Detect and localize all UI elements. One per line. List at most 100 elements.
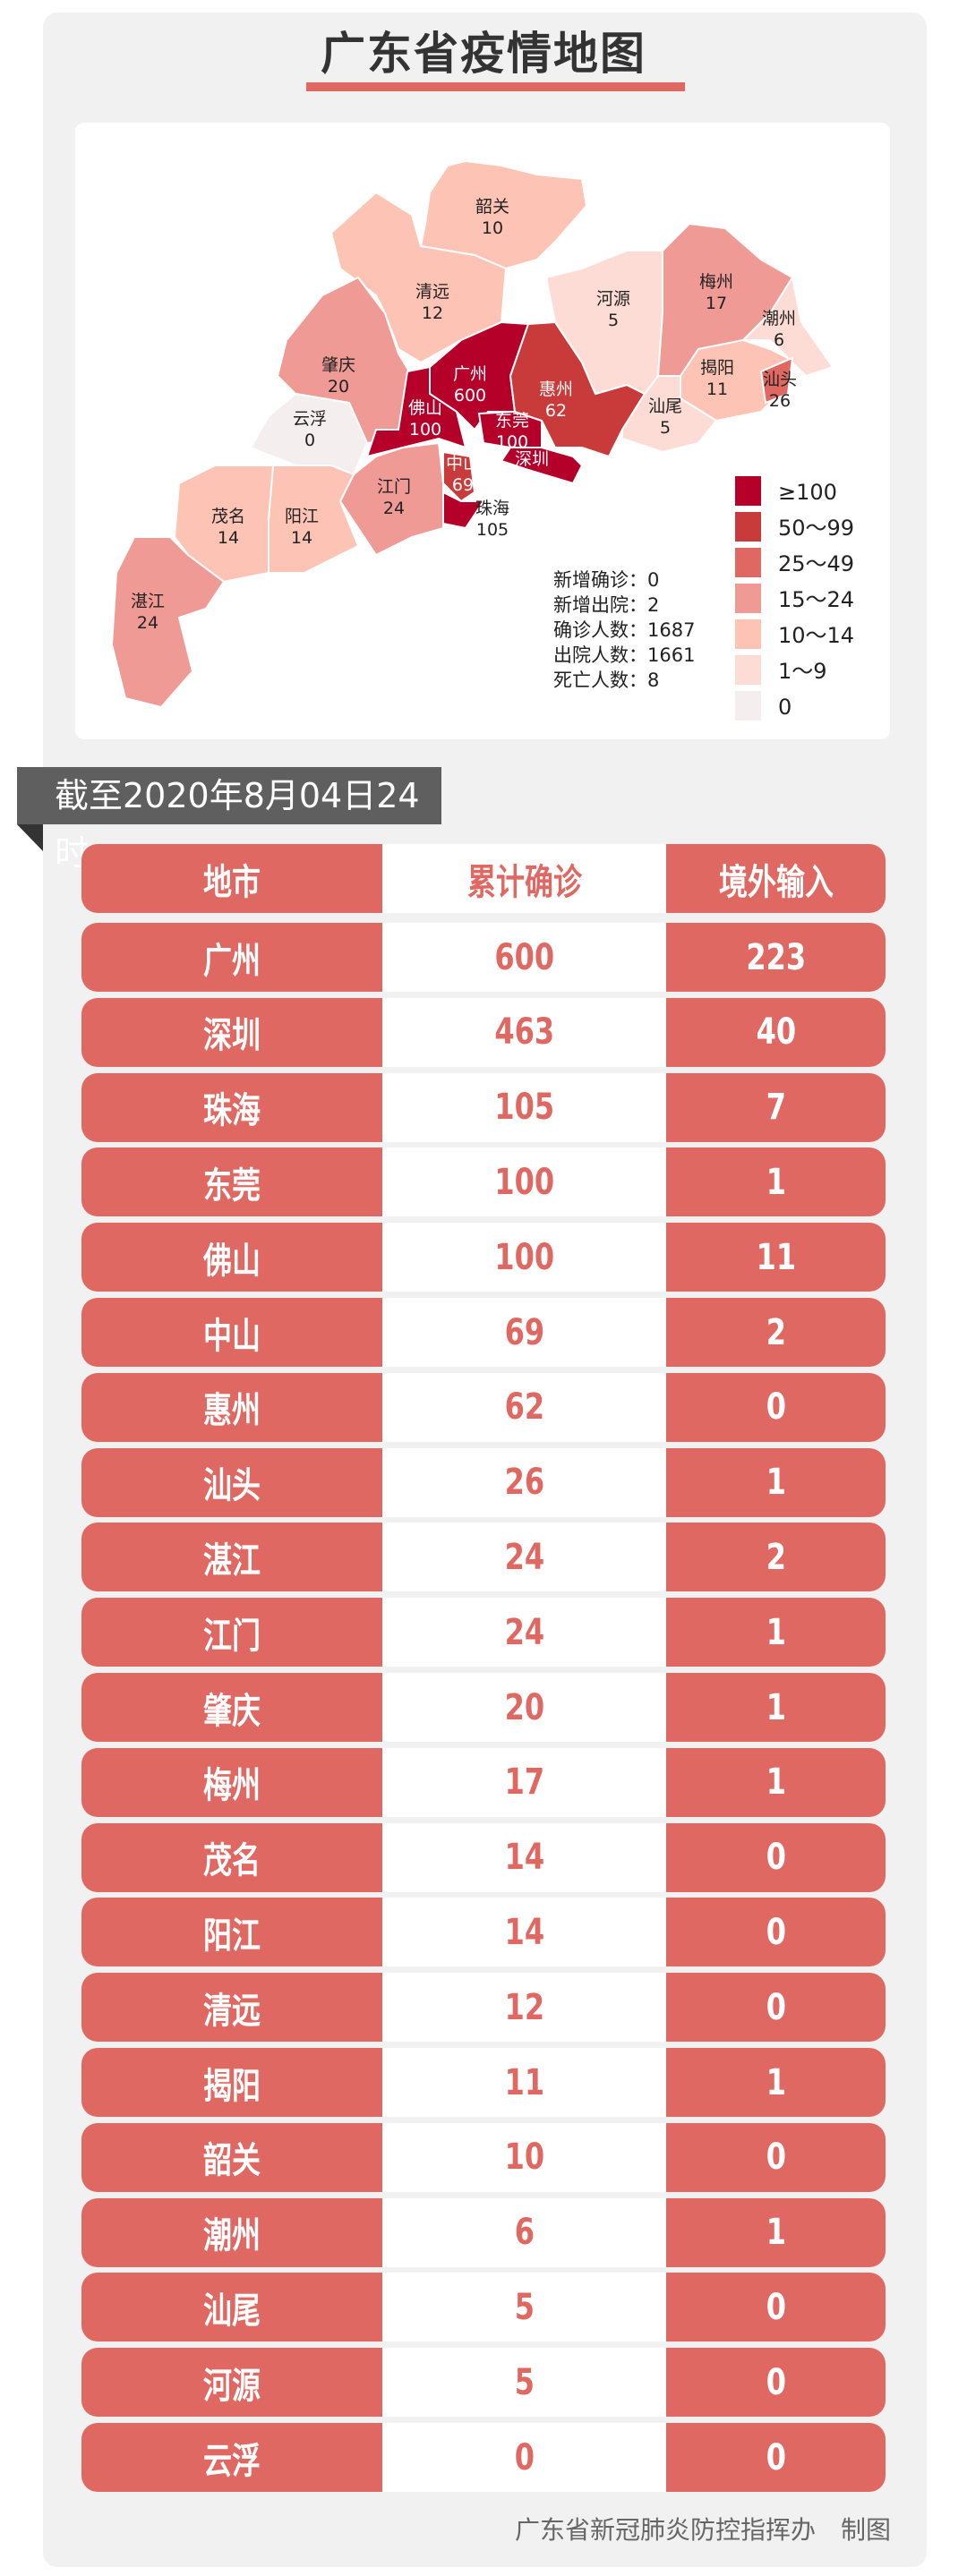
region-label: 云浮 [293,409,327,429]
region-foshan[interactable] [365,365,467,458]
region-label: 东莞 [495,411,529,431]
confirmed-cell: 26 [382,1447,666,1517]
stat-line: 确诊人数：1687 [553,619,695,641]
confirmed-cell: 24 [382,1523,666,1592]
confirmed-cell: 0 [382,2423,666,2492]
region-value: 6 [774,330,784,350]
region-value: 69 [452,475,474,495]
table-header: 地市 累计确诊 境外输入 [81,844,886,913]
region-label: 梅州 [699,272,733,292]
cell-text: 1 [766,2061,786,2103]
imported-cell: 40 [666,997,886,1067]
cell-text: 湛江 [203,1540,261,1582]
region-zhanjiang[interactable] [110,536,226,709]
region-value: 0 [304,431,315,450]
region-shanwei[interactable] [621,375,718,454]
region-value: 11 [706,380,728,399]
imported-cell: 1 [666,2197,886,2267]
cell-text: 14 [504,1911,544,1953]
legend-label: 25～49 [778,551,854,576]
region-label: 中山 [446,454,480,473]
table-row: 广州 600 223 [81,923,886,992]
region-jiangmen[interactable] [338,441,444,557]
imported-cell: 1 [666,1447,886,1517]
region-value: 26 [769,391,791,411]
cell-text: 1 [766,1462,786,1504]
imported-cell: 1 [666,1673,886,1742]
title-underline [306,82,685,91]
region-shenzhen[interactable] [500,447,584,485]
city-cell: 肇庆 [81,1673,382,1742]
imported-cell: 境外输入 [666,844,886,913]
table-row: 珠海 105 7 [81,1072,886,1142]
confirmed-cell: 20 [382,1673,666,1742]
cell-text: 境外输入 [718,861,834,903]
stat-line: 新增确诊：0 [553,569,659,591]
region-label: 韶关 [475,197,509,217]
city-cell: 韶关 [81,2122,382,2192]
city-cell: 中山 [81,1298,382,1367]
region-value: 62 [545,401,567,421]
cell-text: 江门 [203,1615,261,1657]
table-row: 茂名 14 0 [81,1822,886,1892]
imported-cell: 0 [666,1372,886,1442]
table-row: 揭阳 11 1 [81,2048,886,2117]
cell-text: 汕尾 [203,2290,261,2332]
confirmed-cell: 24 [382,1598,666,1668]
table-row: 中山 69 2 [81,1298,886,1367]
table-row: 湛江 24 2 [81,1523,886,1592]
cell-text: 12 [504,1986,544,2028]
region-value: 14 [291,528,312,548]
table-row: 江门 24 1 [81,1598,886,1668]
confirmed-cell: 62 [382,1372,666,1442]
cell-text: 中山 [203,1315,261,1357]
cell-text: 69 [504,1311,544,1353]
cell-text: 惠州 [203,1390,261,1432]
cell-text: 阳江 [203,1915,261,1957]
confirmed-cell: 6 [382,2197,666,2267]
region-label: 佛山 [408,398,442,418]
region-maoming[interactable] [173,465,275,584]
cell-text: 0 [766,1837,786,1879]
city-cell: 珠海 [81,1072,382,1142]
cell-text: 0 [766,2286,786,2328]
region-value: 100 [409,420,441,439]
table-row: 佛山 100 11 [81,1223,886,1292]
table-row: 云浮 0 0 [81,2423,886,2492]
city-cell: 江门 [81,1598,382,1668]
cell-text: 10 [504,2137,544,2179]
region-value: 12 [422,303,443,323]
cell-text: 0 [766,2436,786,2478]
table-row: 汕尾 5 0 [81,2273,886,2342]
region-label: 惠州 [539,380,573,399]
city-cell: 汕头 [81,1447,382,1517]
confirmed-cell: 14 [382,1898,666,1967]
cell-text: 14 [504,1837,544,1879]
imported-cell: 0 [666,2423,886,2492]
cell-text: 463 [494,1011,554,1053]
region-value: 5 [660,418,671,438]
region-value: 100 [496,432,528,452]
legend-label: 1～9 [778,659,827,684]
region-label: 汕头 [763,370,797,389]
imported-cell: 0 [666,1973,886,2043]
legend-label: 10～14 [778,623,854,648]
region-label: 深圳 [515,449,549,469]
city-cell: 湛江 [81,1523,382,1592]
cell-text: 24 [504,1536,544,1578]
cell-text: 0 [766,2137,786,2179]
cell-text: 1 [766,1161,786,1203]
imported-cell: 0 [666,2273,886,2342]
city-cell: 地市 [81,844,382,913]
city-cell: 佛山 [81,1223,382,1292]
cell-text: 1 [766,1761,786,1804]
imported-cell: 223 [666,923,886,992]
legend-label: ≥100 [778,480,837,505]
cell-text: 2 [766,1311,786,1353]
legend-swatch [735,584,761,613]
legend-label: 15～24 [778,587,854,612]
cell-text: 1 [766,1611,786,1653]
table-row: 河源 5 0 [81,2348,886,2418]
city-cell: 深圳 [81,997,382,1067]
region-shantou[interactable] [759,356,794,405]
